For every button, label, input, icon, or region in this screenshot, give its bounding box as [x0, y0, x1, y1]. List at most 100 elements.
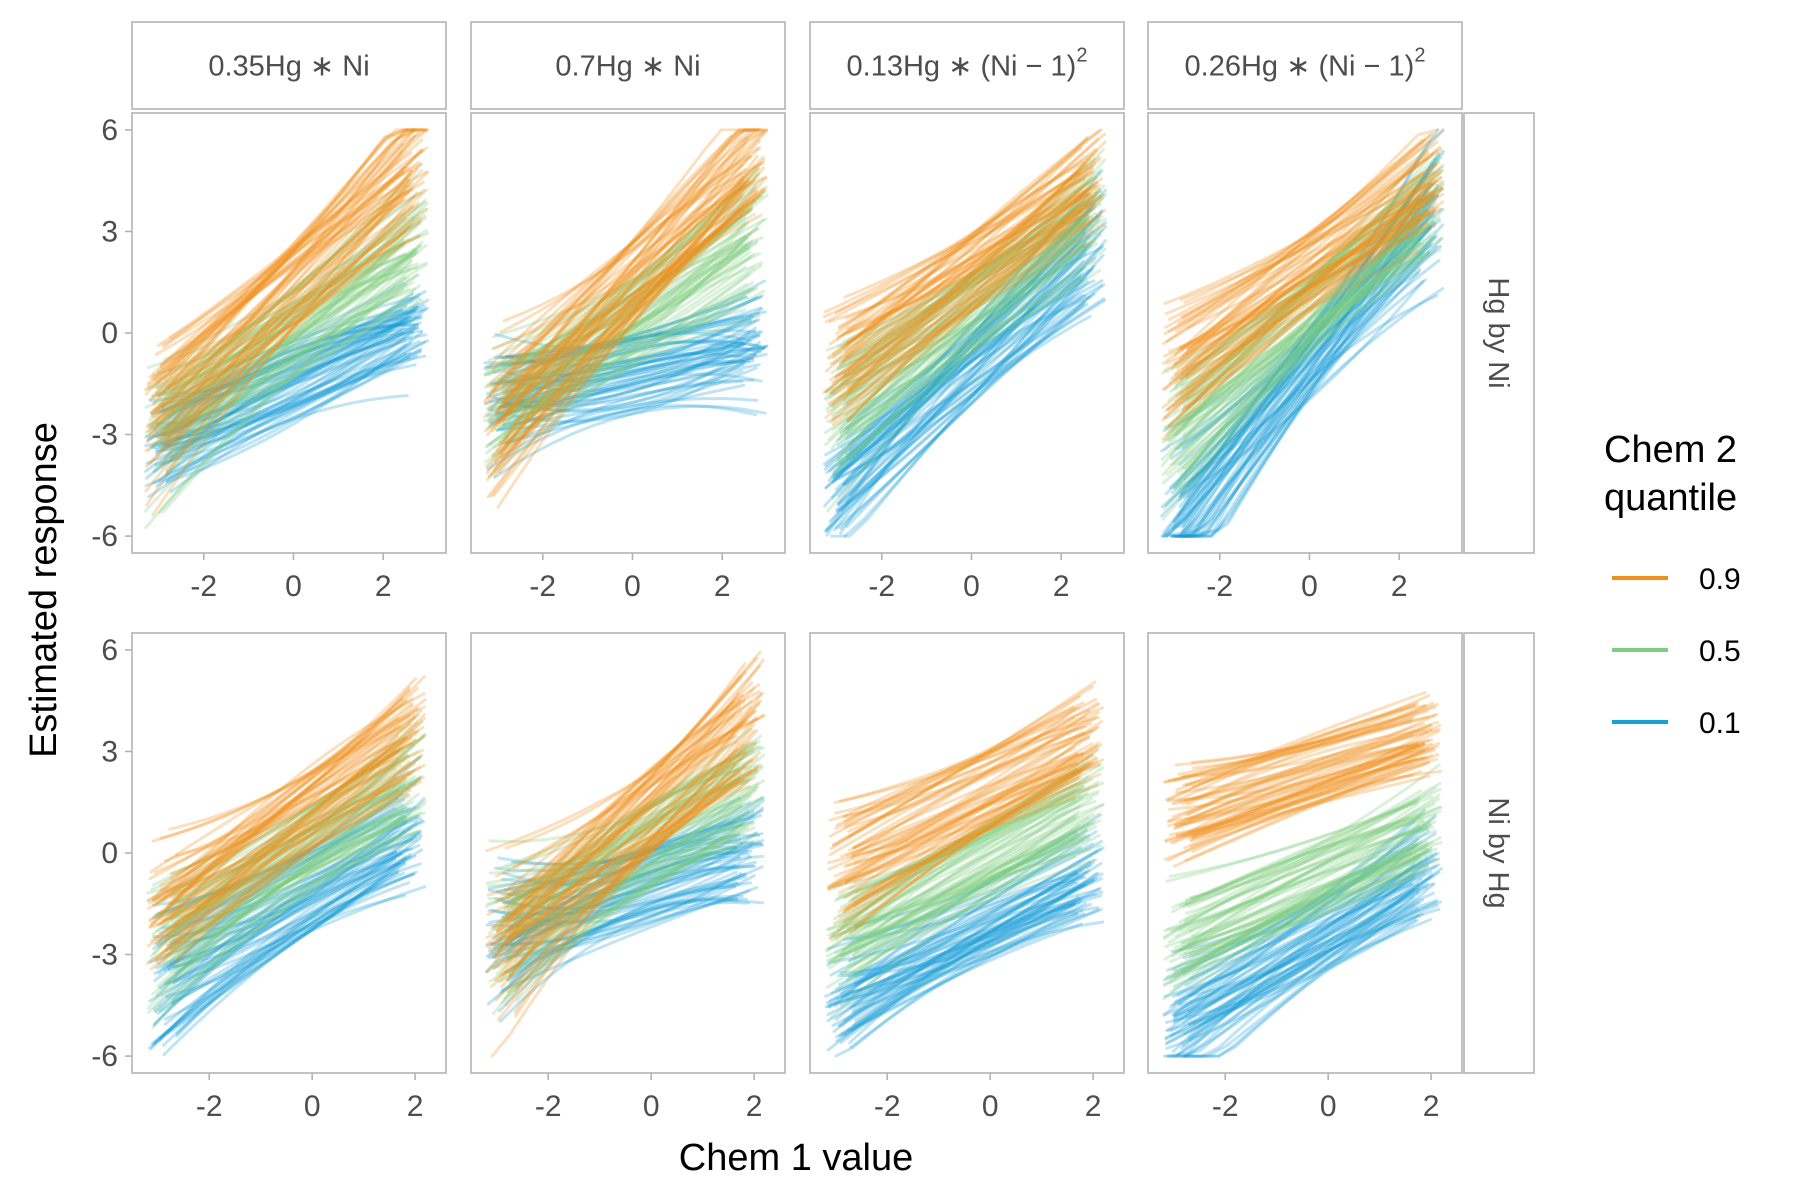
- series-line-q09: [1166, 742, 1426, 824]
- series-line-q01: [1177, 287, 1444, 538]
- series-line-q01: [824, 259, 1085, 457]
- series-line-q05: [835, 279, 1082, 442]
- series-line-q01: [854, 847, 1102, 987]
- series-line-q09: [151, 760, 399, 902]
- series-line-q09: [1161, 180, 1438, 391]
- series-line-q09: [502, 128, 757, 408]
- series-line-q09: [827, 730, 1085, 888]
- series-line-q01: [503, 820, 737, 905]
- series-line-q09: [176, 780, 422, 960]
- series-line-q05: [1184, 168, 1445, 400]
- series-line-q09: [843, 716, 1098, 818]
- strip-operator: ∗: [302, 51, 342, 83]
- series-line-q09: [156, 191, 423, 374]
- series-line-q05: [484, 236, 748, 464]
- series-line-q09: [1183, 712, 1439, 802]
- series-line-q01: [1168, 242, 1433, 489]
- series-line-q05: [825, 816, 1090, 962]
- series-line-q01: [149, 298, 414, 403]
- panel-lines: [824, 680, 1105, 1058]
- series-line-q09: [151, 226, 411, 413]
- series-line-q01: [507, 326, 757, 404]
- series-line-q09: [834, 725, 1087, 831]
- series-line-q01: [1175, 238, 1420, 538]
- series-line-q05: [489, 182, 747, 410]
- series-line-q05: [833, 215, 1094, 475]
- series-line-q09: [485, 691, 764, 853]
- series-line-q05: [830, 800, 1097, 943]
- series-line-q05: [834, 223, 1086, 378]
- series-line-q09: [829, 189, 1088, 382]
- series-line-q05: [840, 190, 1099, 363]
- series-line-q09: [845, 753, 1095, 884]
- series-line-q09: [492, 664, 761, 929]
- series-line-q05: [494, 205, 754, 416]
- series-line-q09: [846, 193, 1091, 406]
- series-line-q05: [165, 251, 417, 413]
- series-line-q01: [1173, 886, 1429, 1022]
- series-line-q01: [152, 354, 427, 473]
- series-line-q09: [489, 184, 749, 498]
- series-line-q05: [485, 247, 750, 411]
- y-tick-label: 6: [101, 634, 118, 667]
- series-line-q05: [483, 181, 752, 377]
- x-tick-label: 2: [1085, 1090, 1102, 1123]
- series-line-q09: [841, 716, 1100, 818]
- series-line-q09: [1168, 209, 1437, 353]
- series-line-q09: [1171, 729, 1428, 819]
- series-line-q01: [162, 310, 417, 437]
- series-line-q09: [1173, 723, 1442, 828]
- strip-exponent: 2: [1076, 45, 1087, 67]
- series-line-q01: [1164, 219, 1419, 496]
- series-line-q05: [507, 283, 748, 424]
- series-line-q05: [1182, 171, 1442, 410]
- series-line-q09: [849, 722, 1092, 860]
- series-line-q05: [1184, 812, 1426, 906]
- y-tick-label: -6: [91, 1040, 118, 1073]
- series-line-q05: [1167, 253, 1419, 442]
- series-line-q05: [483, 252, 756, 389]
- series-line-q01: [1184, 213, 1431, 538]
- series-line-q01: [166, 320, 408, 448]
- series-line-q09: [1186, 728, 1433, 806]
- series-line-q05: [150, 269, 405, 448]
- series-line-q05: [847, 829, 1077, 947]
- series-line-q05: [1179, 187, 1439, 380]
- series-line-q05: [1180, 187, 1445, 387]
- series-line-q09: [1161, 223, 1430, 410]
- series-line-q05: [824, 184, 1106, 447]
- series-line-q09: [828, 756, 1090, 891]
- series-line-q01: [488, 881, 752, 953]
- series-line-q09: [1168, 729, 1440, 811]
- series-line-q09: [161, 775, 425, 923]
- series-line-q01: [146, 329, 423, 442]
- series-line-q09: [1188, 746, 1417, 822]
- strip-term: Ni: [342, 51, 369, 83]
- row-strip-box: [1463, 112, 1535, 554]
- series-line-q01: [1175, 212, 1435, 538]
- series-line-q09: [828, 706, 1080, 838]
- series-line-q01: [504, 312, 760, 368]
- series-line-q05: [151, 812, 397, 1029]
- series-line-q05: [1178, 793, 1441, 932]
- series-line-q05: [1184, 857, 1439, 966]
- series-line-q01: [503, 330, 761, 406]
- series-line-q05: [824, 194, 1102, 434]
- series-line-q05: [488, 177, 765, 416]
- series-line-q05: [836, 763, 1086, 901]
- series-line-q05: [1173, 852, 1418, 955]
- series-line-q09: [1162, 176, 1442, 420]
- x-tick-label: 2: [1053, 570, 1070, 603]
- series-line-q05: [1183, 827, 1428, 922]
- series-line-q09: [505, 188, 766, 393]
- series-line-q05: [166, 768, 416, 938]
- series-line-q05: [488, 821, 756, 952]
- series-line-q09: [1174, 701, 1435, 767]
- series-line-q05: [176, 815, 405, 954]
- series-line-q09: [146, 184, 409, 388]
- series-line-q05: [832, 837, 1091, 938]
- series-line-q09: [494, 692, 741, 904]
- series-line-q01: [850, 911, 1078, 1032]
- series-line-q05: [155, 263, 428, 446]
